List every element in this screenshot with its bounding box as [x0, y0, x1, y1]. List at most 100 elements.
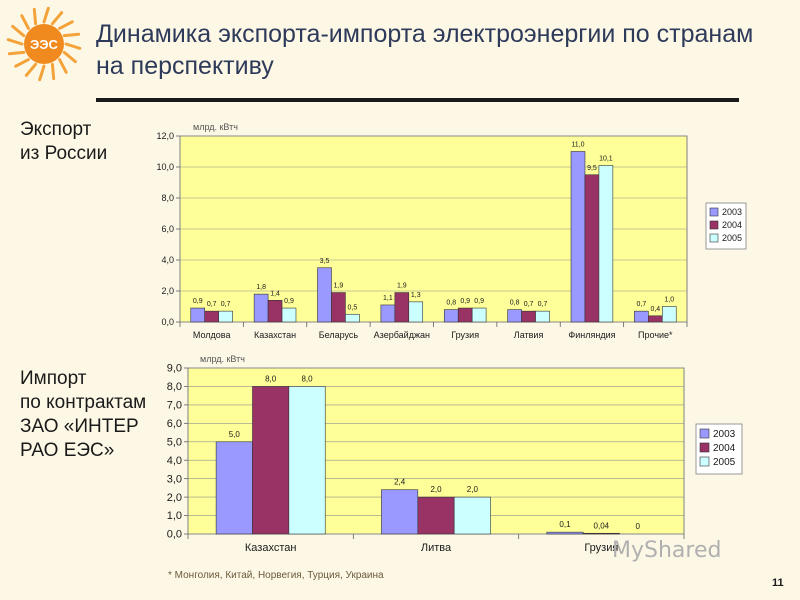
export-chart-group: 0,0 2,0 4,0 6,0 8,0 10,0 12,0 млрд. кВтч Молдова…	[156, 122, 747, 340]
bar-2003	[215, 441, 253, 535]
data-label: 0,7	[637, 301, 647, 308]
y-tick-label: 6,0	[167, 418, 182, 430]
y-tick-label: 9,0	[167, 363, 182, 375]
sun-ray	[50, 11, 64, 26]
data-label: 1,8	[256, 284, 266, 291]
bar-2004	[267, 299, 283, 323]
data-label: 10,1	[599, 155, 613, 162]
import-label-line: по контрактам	[20, 392, 147, 413]
sun-ray	[7, 50, 26, 56]
bar-2004	[417, 496, 455, 535]
x-category-label: Молдова	[193, 330, 231, 340]
y-tick-label: 8,0	[161, 193, 174, 203]
data-label: 1,4	[270, 290, 280, 297]
x-category-label: Грузия	[584, 542, 618, 554]
data-label: 2,4	[394, 478, 406, 487]
legend-swatch	[699, 456, 710, 467]
y-tick-label: 3,0	[167, 473, 182, 485]
data-label: 0,4	[650, 306, 660, 313]
bar-2005	[281, 307, 297, 323]
x-category-label: Грузия	[451, 330, 479, 340]
data-label: 1,9	[334, 283, 344, 290]
bar-2005	[453, 496, 491, 535]
bar-2005	[218, 310, 233, 323]
data-label: 1,3	[411, 292, 421, 299]
y-tick-label: 5,0	[167, 436, 182, 448]
sun-ray	[14, 58, 30, 68]
bar-2004	[331, 292, 346, 323]
export-section-label: Экспорт из России	[20, 118, 107, 166]
legend-swatch	[699, 428, 710, 439]
x-category-label: Азербайджан	[374, 330, 430, 340]
x-category-label: Латвия	[514, 330, 544, 340]
legend-label: 2003	[722, 207, 742, 217]
data-label: 0,9	[474, 298, 484, 305]
x-category-label: Литва	[421, 542, 452, 554]
x-category-label: Казахстан	[254, 330, 296, 340]
data-label: 11,0	[571, 142, 584, 149]
legend-label: 2005	[722, 233, 742, 243]
data-label: 1,9	[397, 283, 407, 290]
data-label: 0,1	[559, 520, 571, 529]
export-label-line: из России	[20, 143, 108, 164]
company-logo: ЭЭС	[6, 6, 82, 82]
data-label: 0,9	[284, 298, 294, 305]
legend-label: 2004	[722, 220, 742, 230]
import-section-label: Импорт по контрактам ЗАО «ИНТЕР РАО ЕЭС»	[20, 367, 146, 463]
data-label: 0,9	[460, 298, 470, 305]
sun-ray	[62, 50, 77, 64]
data-label: 2,0	[467, 485, 479, 494]
sun-ray	[11, 24, 26, 38]
x-category-label: Казахстан	[245, 542, 297, 554]
bar-2004	[521, 310, 536, 323]
bar-2003	[634, 310, 649, 323]
data-label: 0,8	[510, 300, 520, 307]
bar-2003	[381, 489, 419, 535]
export-label-line: Экспорт	[20, 119, 92, 140]
y-tick-label: 0,0	[167, 529, 182, 541]
y-tick-label: 4,0	[167, 455, 182, 467]
bar-2004	[394, 292, 410, 323]
y-tick-label: 6,0	[161, 224, 174, 234]
data-label: 3,5	[320, 258, 330, 265]
data-label: 0	[635, 522, 640, 531]
sun-ray	[50, 62, 56, 81]
y-tick-label: 0,0	[161, 317, 174, 327]
bar-2003	[570, 151, 586, 323]
y-tick-label: 1,0	[167, 510, 182, 522]
bar-2003	[443, 309, 459, 323]
bar-2003	[546, 531, 584, 535]
bar-2005	[471, 307, 487, 323]
page-title: Динамика экспорта-импорта электроэнергии…	[96, 20, 754, 80]
footnote: * Монголия, Китай, Норвегия, Турция, Укр…	[168, 570, 384, 581]
sun-ray	[6, 38, 24, 46]
legend-swatch	[699, 442, 710, 453]
sun-ray	[24, 62, 38, 77]
sun-ray	[62, 32, 81, 38]
data-label: 0,8	[446, 300, 456, 307]
sun-ray	[20, 14, 30, 30]
data-label: 0,7	[207, 301, 217, 308]
data-label: 0,7	[221, 301, 231, 308]
bar-2005	[408, 301, 424, 323]
y-tick-label: 8,0	[167, 381, 182, 393]
logo-circle	[24, 24, 64, 64]
bar-2005	[535, 310, 550, 323]
y-tick-label: 2,0	[167, 492, 182, 504]
data-label: 0,7	[524, 301, 534, 308]
bar-2005	[345, 313, 360, 323]
sun-ray	[38, 64, 46, 82]
y-tick-label: 4,0	[161, 255, 174, 265]
legend-swatch	[709, 233, 719, 243]
bar-2005	[661, 306, 677, 323]
y-tick-label: 7,0	[167, 400, 182, 412]
data-label: 0,9	[193, 298, 203, 305]
bar-2004	[648, 315, 663, 323]
bar-2003	[317, 267, 332, 323]
import-label-line: Импорт	[20, 368, 87, 389]
sun-rays-icon	[6, 6, 82, 82]
legend-label: 2003	[713, 429, 736, 440]
legend-label: 2004	[713, 443, 736, 454]
bar-2003	[507, 309, 522, 323]
y-tick-label: 10,0	[156, 162, 174, 172]
